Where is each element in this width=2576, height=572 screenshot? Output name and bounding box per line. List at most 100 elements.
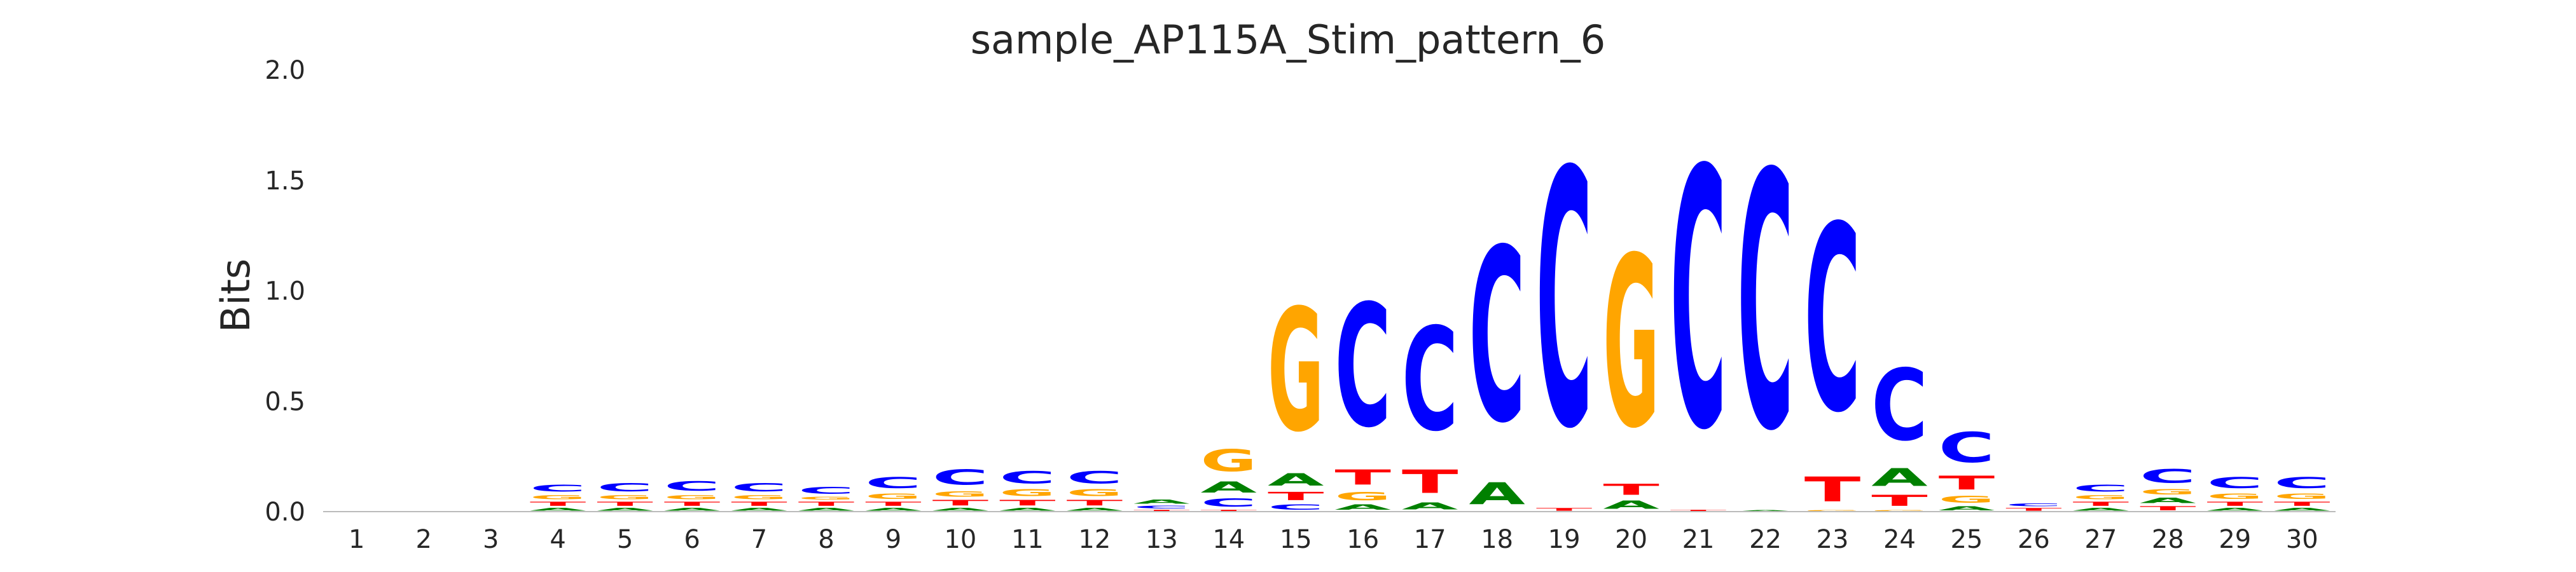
x-tick-label: 11	[1011, 525, 1044, 554]
y-axis-label: Bits	[212, 259, 259, 332]
logo-letter-a: A	[2207, 507, 2264, 512]
logo-letter-a: A	[664, 507, 721, 512]
y-tick-label: 1.5	[265, 167, 305, 196]
x-tick-label: 27	[2084, 525, 2117, 554]
logo-letter-g: G	[932, 489, 989, 498]
logo-letter-c: C	[1334, 269, 1391, 465]
logo-letter-t: T	[1536, 507, 1593, 512]
logo-letter-t: T	[2073, 501, 2129, 507]
x-tick-label: 5	[617, 525, 633, 554]
logo-letter-c: C	[1133, 505, 1190, 510]
logo-letter-a: A	[1871, 463, 1928, 492]
logo-letter-a: A	[1201, 479, 1257, 496]
logo-letter-t: T	[664, 501, 721, 507]
logo-letter-g: G	[1939, 494, 1995, 505]
y-tick-label: 1.0	[265, 277, 305, 306]
x-tick-label: 18	[1481, 525, 1513, 554]
logo-letter-a: A	[798, 507, 855, 512]
logo-letter-t: T	[1268, 489, 1324, 503]
logo-letter-g: G	[2207, 492, 2264, 501]
y-tick-label: 0.0	[265, 498, 305, 527]
logo-letter-g: G	[865, 492, 922, 501]
logo-letter-t: T	[1334, 465, 1391, 489]
logo-letter-c: C	[1670, 96, 1727, 509]
logo-letter-a: A	[1402, 501, 1458, 512]
logo-letter-t: T	[1939, 472, 1995, 494]
logo-letter-t: T	[1201, 510, 1257, 512]
logo-letter-t: T	[1603, 481, 1659, 499]
logo-letter-c: C	[1804, 172, 1861, 468]
x-tick-label: 19	[1548, 525, 1581, 554]
logo-letter-t: T	[2274, 501, 2330, 507]
logo-letter-c: C	[932, 465, 989, 489]
logo-letter-g: G	[2140, 487, 2196, 496]
logo-letter-t: T	[999, 498, 1056, 507]
x-tick-label: 22	[1749, 525, 1782, 554]
y-tick-label: 2.0	[265, 56, 305, 85]
logo-letter-g: G	[1804, 510, 1861, 512]
x-axis-ticks: 1 2 3 4 5 6 7 8 9 10 11 12 13 14 15 16 17 18 19 20 21 22 23 24 2…	[349, 525, 2318, 554]
logo-letter-t: T	[865, 501, 922, 507]
x-tick-label: 29	[2219, 525, 2251, 554]
x-tick-label: 14	[1212, 525, 1245, 554]
logo-letter-c: C	[1067, 468, 1123, 487]
logo-letter-g: G	[530, 494, 586, 500]
x-tick-label: 21	[1682, 525, 1715, 554]
logo-letter-c: C	[1469, 198, 1525, 475]
logo-letter-c: C	[1268, 503, 1324, 512]
logo-letter-c: C	[597, 481, 653, 494]
logo-letter-c: C	[2073, 483, 2129, 494]
logo-letter-t: T	[2005, 507, 2062, 512]
logo-letter-a: A	[1939, 505, 1995, 512]
logo-letter-c: C	[2140, 465, 2196, 487]
x-tick-label: 8	[818, 525, 834, 554]
logo-letter-c: C	[999, 468, 1056, 487]
logo-letter-g: G	[1334, 489, 1391, 503]
logo-letter-c: C	[865, 474, 922, 492]
x-tick-label: 1	[349, 525, 364, 554]
logo-letter-g: G	[1268, 274, 1324, 470]
x-tick-label: 13	[1146, 525, 1178, 554]
logo-letter-g: G	[798, 496, 855, 501]
x-tick-label: 25	[1950, 525, 1983, 554]
x-tick-label: 30	[2286, 525, 2318, 554]
logo-letter-a: A	[1133, 498, 1190, 505]
logo-letter-a: A	[2073, 507, 2129, 512]
logo-letter-g: G	[1871, 510, 1928, 512]
logo-letter-a: A	[999, 507, 1056, 512]
logo-letter-a: A	[932, 507, 989, 512]
logo-letter-t: T	[798, 501, 855, 507]
x-tick-label: 24	[1883, 525, 1916, 554]
logo-letter-c: C	[1536, 98, 1593, 506]
logo-letter-c: C	[1939, 423, 1995, 472]
logo-letter-t: T	[2140, 505, 2196, 512]
logo-letter-a: A	[1737, 510, 1794, 512]
logo-letter-g: G	[1603, 207, 1659, 480]
logo-letter-a: A	[2140, 496, 2196, 505]
logo-letter-c: C	[1201, 496, 1257, 510]
logo-letter-t: T	[1133, 510, 1190, 512]
logo-letter-t: T	[2207, 501, 2264, 507]
logo-letter-c: C	[731, 481, 787, 494]
logo-letter-c: C	[530, 483, 586, 494]
logo-letter-c: C	[1402, 299, 1458, 463]
logo-letter-a: A	[1268, 470, 1324, 489]
logo-letter-a: A	[2274, 507, 2330, 512]
chart-title: sample_AP115A_Stim_pattern_6	[971, 17, 1606, 63]
logo-letter-t: T	[731, 501, 787, 507]
x-tick-label: 20	[1615, 525, 1647, 554]
logo-letter-a: A	[1469, 477, 1525, 512]
logo-letter-t: T	[530, 501, 586, 507]
logo-letter-c: C	[1871, 348, 1928, 463]
logo-letter-g: G	[1201, 444, 1257, 479]
y-tick-label: 0.5	[265, 387, 305, 416]
logo-stacks: ATGCATGCATGCATGCATGCATGCATGCATGCATGCTCAT…	[530, 96, 2330, 512]
y-axis-ticks: 0.0 0.5 1.0 1.5 2.0	[265, 56, 305, 527]
logo-letter-a: A	[865, 507, 922, 512]
x-tick-label: 12	[1078, 525, 1111, 554]
logo-letter-c: C	[1737, 100, 1794, 508]
x-tick-label: 26	[2018, 525, 2050, 554]
logo-letter-a: A	[1603, 498, 1659, 512]
logo-letter-g: G	[1067, 487, 1123, 498]
